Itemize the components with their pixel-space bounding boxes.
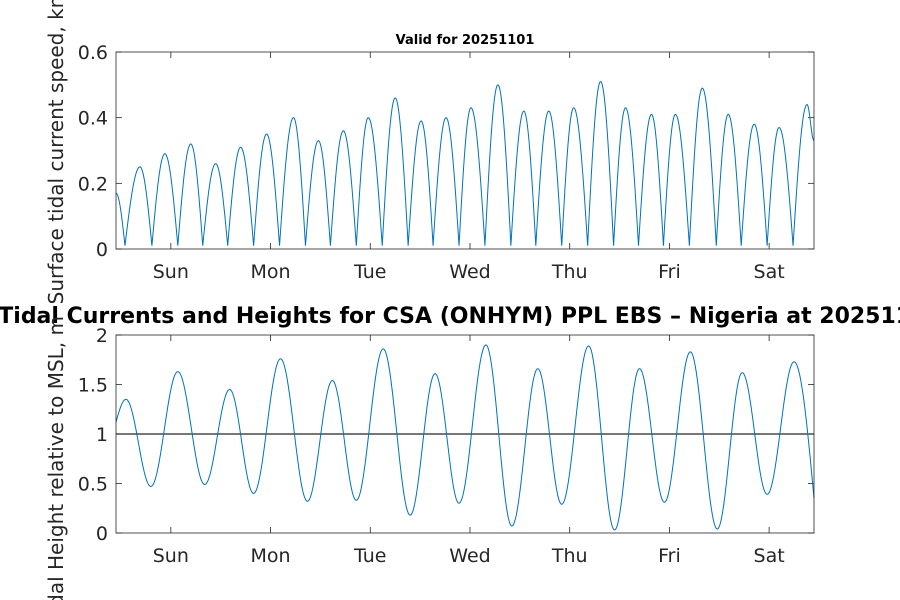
height-y-tick-label: 0.5 (78, 474, 108, 496)
height-x-tick-label: Sun (153, 545, 189, 567)
speed-x-tick-label: Thu (551, 261, 588, 283)
height-x-tick-label: Thu (551, 545, 588, 567)
height-y-tick-label: 1.5 (78, 375, 108, 397)
speed-y-axis-label: Surface tidal current speed, kn (44, 0, 68, 304)
height-x-tick-label: Wed (449, 545, 490, 567)
height-axes: 0 0.5 1 1.5 2 Sun Mon Tue Wed Thu Fri Sat Tidal Cur… (0, 304, 900, 600)
height-x-tick-label: Fri (658, 545, 681, 567)
speed-y-tick-label: 0.4 (78, 108, 108, 130)
speed-x-tick-label: Sat (754, 261, 785, 283)
speed-x-tick-label: Wed (449, 261, 490, 283)
speed-x-tick-label: Tue (353, 261, 386, 283)
speed-y-tick-label: 0.2 (78, 173, 108, 195)
height-y-tick-label: 0 (96, 523, 108, 545)
height-y-tick-label: 2 (96, 325, 108, 347)
speed-x-tick-label: Fri (658, 261, 681, 283)
speed-x-tick-label: Mon (251, 261, 291, 283)
height-series-line (115, 344, 815, 531)
height-chart-title: Tidal Currents and Heights for CSA (ONHY… (0, 304, 900, 329)
speed-x-tick-label: Sun (153, 261, 189, 283)
speed-chart-title: Valid for 20251101 (396, 33, 535, 48)
height-y-tick-label: 1 (96, 424, 108, 446)
speed-y-tick-label: 0 (96, 239, 108, 261)
speed-series-line (115, 80, 815, 246)
height-x-tick-label: Sat (754, 545, 785, 567)
height-x-tick-label: Mon (251, 545, 291, 567)
height-y-axis-label: Tidal Height relative to MSL, m (44, 316, 68, 600)
speed-axes: 0 0.2 0.4 0.6 Sun Mon Tue Wed Thu Fri Sat Valid fo… (44, 0, 815, 304)
speed-y-tick-label: 0.6 (78, 42, 108, 64)
height-x-tick-label: Tue (353, 545, 386, 567)
